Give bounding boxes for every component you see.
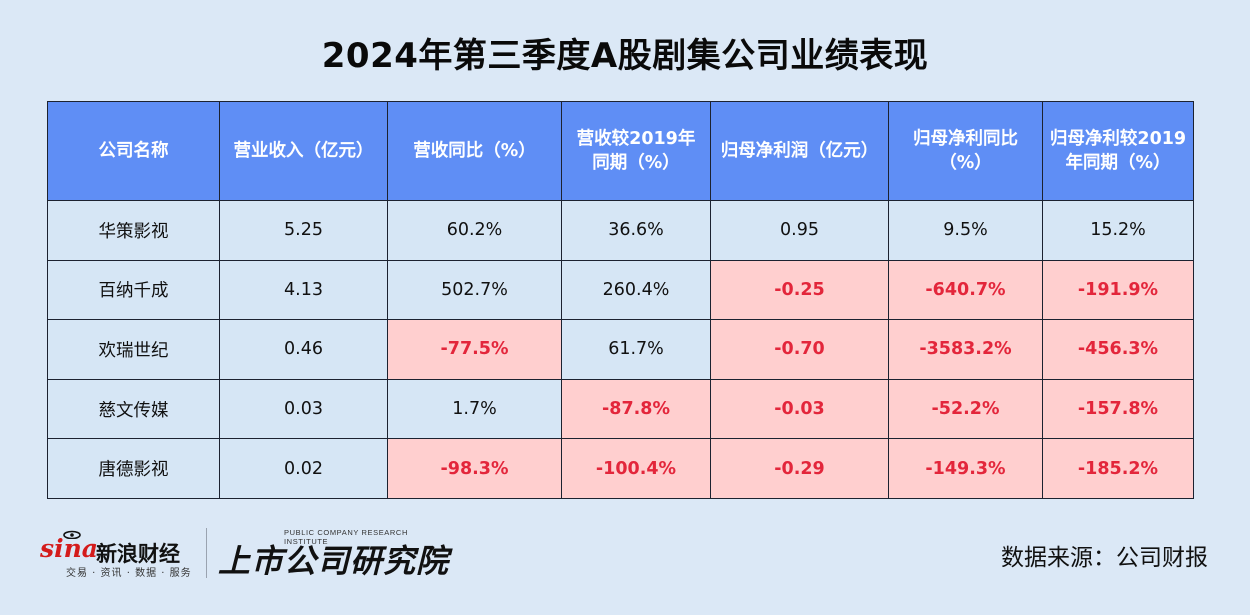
- table-cell: 1.7%: [387, 378, 562, 440]
- table-cell: -3583.2%: [888, 319, 1043, 380]
- table-row: 华策影视 5.25 60.2% 36.6% 0.95 9.5% 15.2%: [47, 200, 1194, 261]
- table-row: 欢瑞世纪 0.46 -77.5% 61.7% -0.70 -3583.2% -4…: [47, 319, 1194, 380]
- table-cell: 4.13: [219, 259, 388, 321]
- table-cell: -52.2%: [888, 378, 1043, 440]
- table-cell: -149.3%: [888, 438, 1043, 499]
- table-row: 慈文传媒 0.03 1.7% -87.8% -0.03 -52.2% -157.…: [47, 378, 1194, 440]
- table-cell: -191.9%: [1042, 259, 1194, 321]
- table-cell: -77.5%: [387, 319, 562, 380]
- table-cell: 60.2%: [387, 200, 562, 261]
- logo-divider: [206, 528, 207, 578]
- table-cell: 慈文传媒: [47, 378, 220, 440]
- sina-wordmark: sina: [40, 534, 98, 563]
- table-cell: 9.5%: [888, 200, 1043, 261]
- table-cell: 5.25: [219, 200, 388, 261]
- table-cell: 欢瑞世纪: [47, 319, 220, 380]
- header-net-profit: 归母净利润（亿元）: [710, 101, 889, 201]
- institute-logo: PUBLIC COMPANY RESEARCH INSTITUTE 上市公司研究…: [214, 526, 454, 582]
- table-cell: 0.02: [219, 438, 388, 499]
- header-net-profit-yoy: 归母净利同比（%）: [888, 101, 1043, 201]
- table-cell: 华策影视: [47, 200, 220, 261]
- table-cell: 15.2%: [1042, 200, 1194, 261]
- table-cell: -185.2%: [1042, 438, 1194, 499]
- table-cell: -98.3%: [387, 438, 562, 499]
- sina-tagline: 交易 · 资讯 · 数据 · 服务: [66, 568, 192, 579]
- sina-eye-icon: [63, 530, 81, 539]
- page-title: 2024年第三季度A股剧集公司业绩表现: [321, 36, 929, 76]
- institute-tagline: PUBLIC COMPANY RESEARCH INSTITUTE: [284, 528, 408, 546]
- table-cell: -0.70: [710, 319, 889, 380]
- header-net-profit-vs-2019: 归母净利较2019年同期（%）: [1042, 101, 1194, 201]
- institute-name: 上市公司研究院: [218, 542, 450, 580]
- table-header-row: 公司名称 营业收入（亿元） 营收同比（%） 营收较2019年同期（%） 归母净利…: [47, 101, 1194, 201]
- performance-table: 公司名称 营业收入（亿元） 营收同比（%） 营收较2019年同期（%） 归母净利…: [47, 101, 1194, 499]
- table-cell: 61.7%: [561, 319, 711, 380]
- header-company: 公司名称: [47, 101, 220, 201]
- table-cell: -0.25: [710, 259, 889, 321]
- table-cell: 502.7%: [387, 259, 562, 321]
- table-cell: -640.7%: [888, 259, 1043, 321]
- table-cell: 0.95: [710, 200, 889, 261]
- table-cell: -0.29: [710, 438, 889, 499]
- table-cell: 36.6%: [561, 200, 711, 261]
- header-revenue-vs-2019: 营收较2019年同期（%）: [561, 101, 711, 201]
- table-cell: -157.8%: [1042, 378, 1194, 440]
- header-revenue-yoy: 营收同比（%）: [387, 101, 562, 201]
- table-cell: 唐德影视: [47, 438, 220, 499]
- table-cell: -0.03: [710, 378, 889, 440]
- table-cell: -87.8%: [561, 378, 711, 440]
- table-row: 百纳千成 4.13 502.7% 260.4% -0.25 -640.7% -1…: [47, 259, 1194, 321]
- data-source: 数据来源：公司财报: [1001, 545, 1208, 571]
- table-cell: -456.3%: [1042, 319, 1194, 380]
- table-cell: 百纳千成: [47, 259, 220, 321]
- table-cell: 0.46: [219, 319, 388, 380]
- table-row: 唐德影视 0.02 -98.3% -100.4% -0.29 -149.3% -…: [47, 438, 1194, 499]
- sina-finance-name: 新浪财经: [96, 542, 180, 566]
- table-cell: 0.03: [219, 378, 388, 440]
- table-cell: -100.4%: [561, 438, 711, 499]
- header-revenue: 营业收入（亿元）: [219, 101, 388, 201]
- table-cell: 260.4%: [561, 259, 711, 321]
